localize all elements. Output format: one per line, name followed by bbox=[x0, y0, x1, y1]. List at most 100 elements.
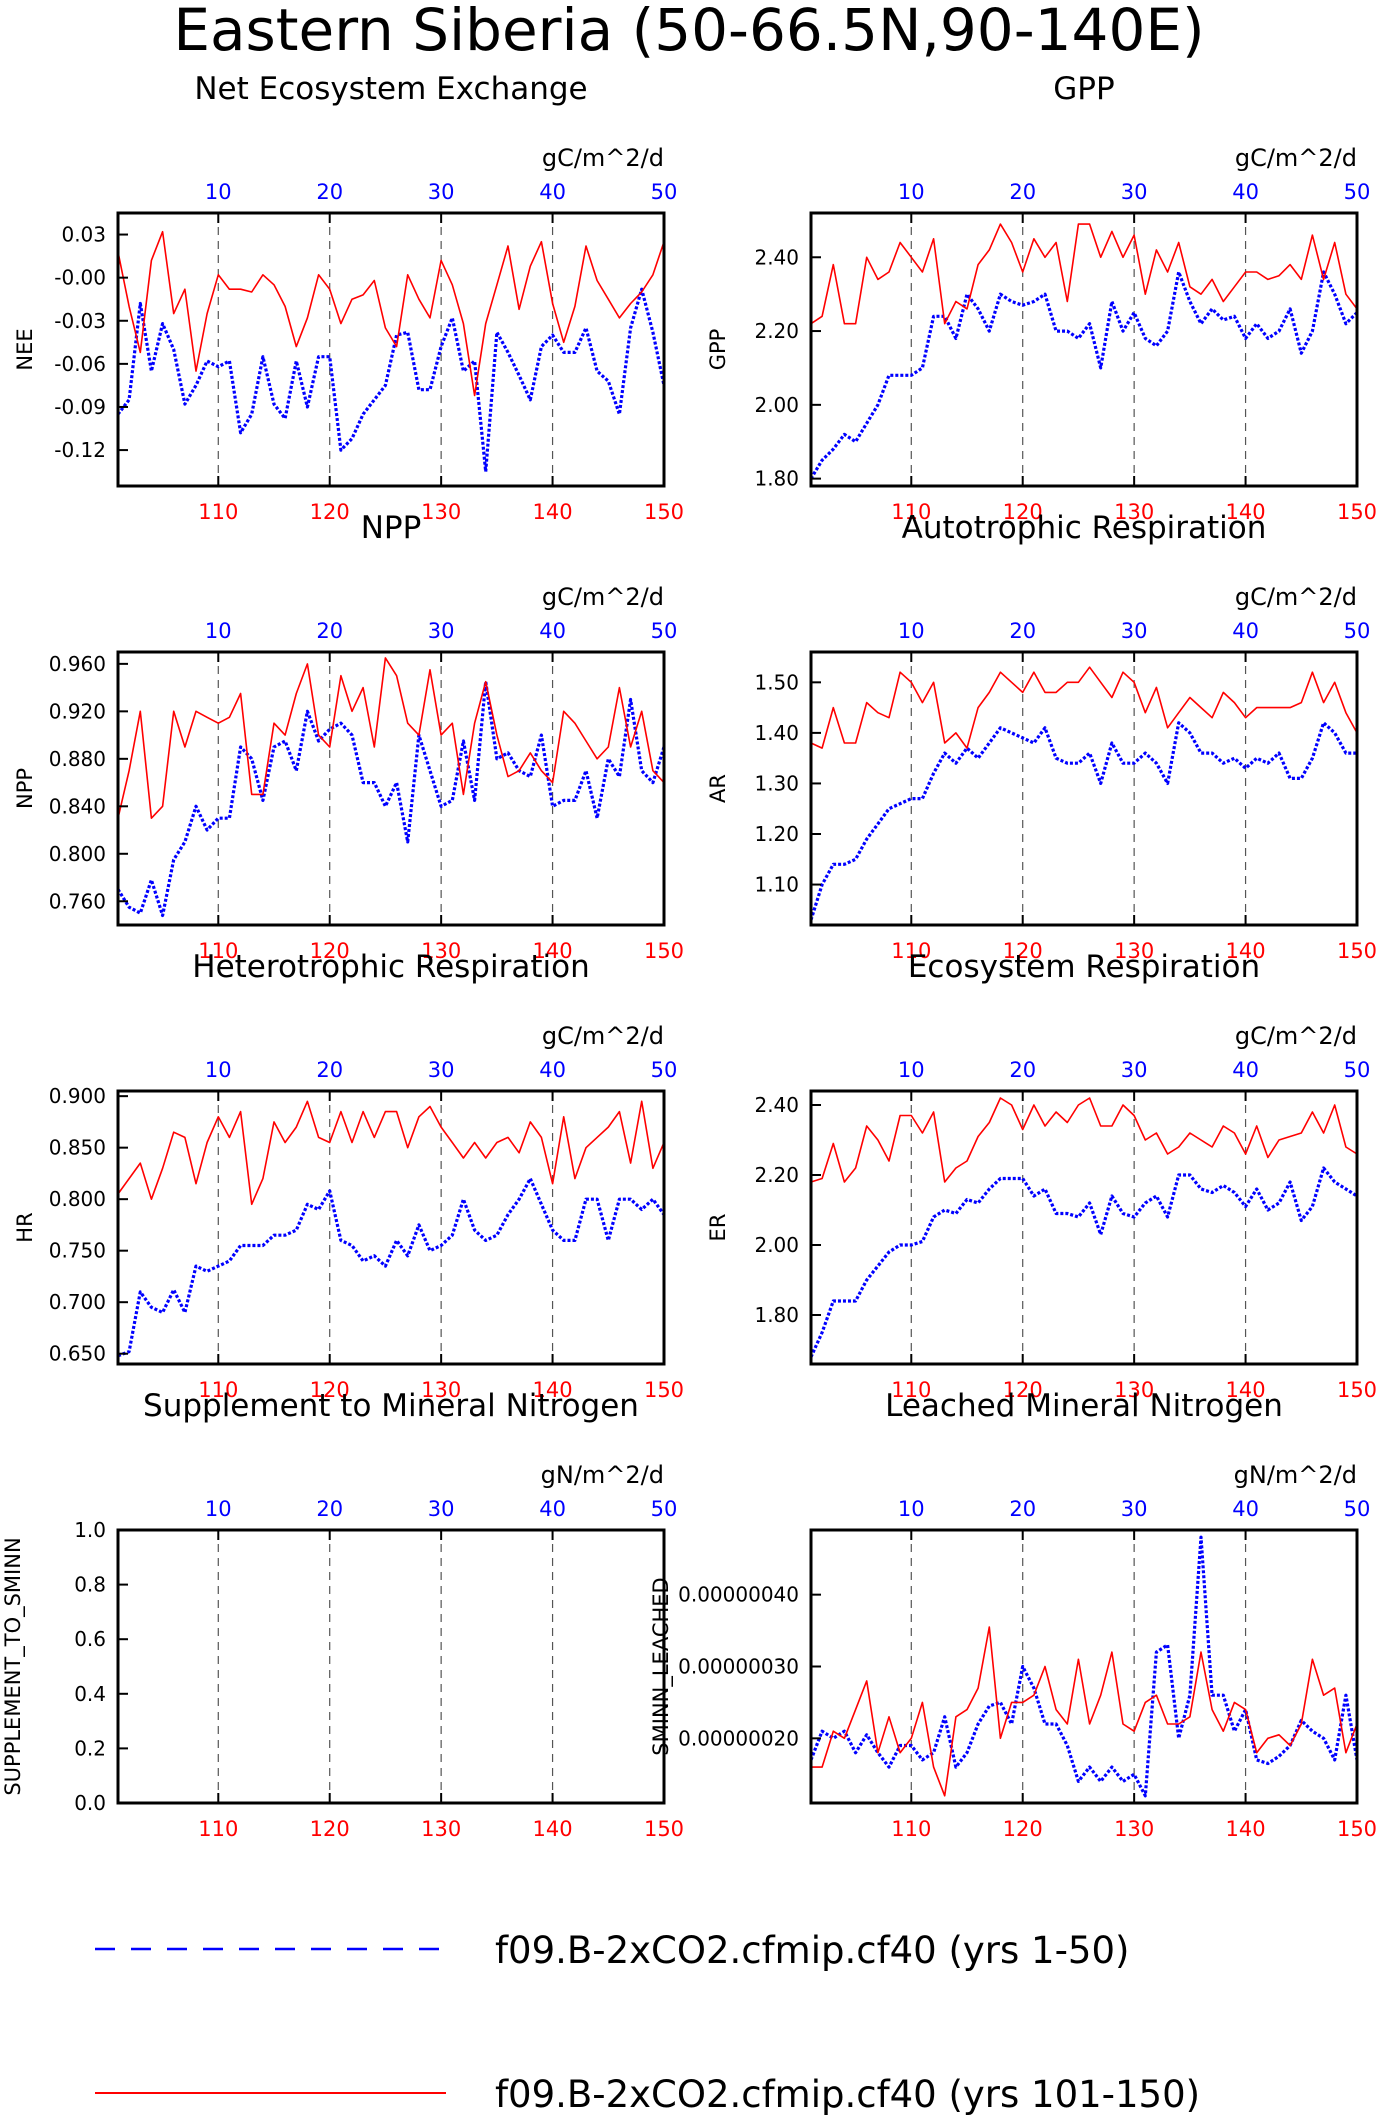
panel-title: GPP bbox=[1053, 71, 1114, 107]
series-line-yrs-1-50 bbox=[116, 680, 666, 918]
x-tick-label-top: 40 bbox=[539, 1497, 566, 1521]
x-tick-label-bottom: 110 bbox=[198, 1817, 238, 1841]
y-tick-label: 0.03 bbox=[61, 223, 106, 247]
y-tick-label: -0.09 bbox=[54, 395, 106, 419]
y-tick-label: 1.20 bbox=[754, 822, 799, 846]
x-tick-label-bottom: 110 bbox=[198, 1378, 238, 1402]
series-line-yrs-1-50 bbox=[117, 1176, 666, 1358]
x-tick-label-bottom: 140 bbox=[533, 939, 573, 963]
panel-gpp: GPP gC/m^2/d 110 10 120 20 130 30 140 40 150 50 2.40… bbox=[706, 71, 1377, 524]
y-axis-label: ER bbox=[706, 1214, 730, 1242]
panel-heterotrophic-respiration: Heterotrophic Respiration gC/m^2/d 110 10 12… bbox=[13, 949, 684, 1402]
x-tick-label-bottom: 130 bbox=[421, 939, 461, 963]
x-tick-label-top: 20 bbox=[1009, 619, 1036, 643]
x-tick-label-bottom: 110 bbox=[891, 939, 931, 963]
x-tick-label-top: 30 bbox=[428, 619, 455, 643]
x-tick-label-bottom: 150 bbox=[1337, 500, 1377, 524]
panel-title: Ecosystem Respiration bbox=[908, 949, 1260, 985]
series-line-yrs-101-150 bbox=[811, 1626, 1358, 1797]
x-tick-label-bottom: 140 bbox=[533, 500, 573, 524]
panel-net-ecosystem-exchange: Net Ecosystem Exchange gC/m^2/d 110 10 120 20… bbox=[13, 71, 684, 524]
x-tick-label-top: 40 bbox=[1232, 619, 1259, 643]
panel-supplement-to-mineral-nitrogen: Supplement to Mineral Nitrogen gN/m^2/d 11… bbox=[1, 1388, 684, 1841]
y-tick-label: -0.12 bbox=[54, 438, 106, 462]
x-tick-label-bottom: 150 bbox=[1337, 1817, 1377, 1841]
y-tick-label: 0.800 bbox=[49, 1187, 106, 1211]
y-tick-label: 0.700 bbox=[49, 1290, 106, 1314]
units-label: gC/m^2/d bbox=[542, 144, 664, 172]
x-tick-label-bottom: 110 bbox=[198, 500, 238, 524]
x-tick-label-bottom: 120 bbox=[310, 1378, 350, 1402]
x-tick-label-bottom: 120 bbox=[310, 939, 350, 963]
series-line-yrs-101-150 bbox=[117, 230, 665, 397]
y-tick-label: 1.10 bbox=[754, 873, 799, 897]
x-tick-label-top: 10 bbox=[898, 1497, 925, 1521]
x-tick-label-top: 20 bbox=[316, 1497, 343, 1521]
y-tick-label: 0.4 bbox=[74, 1682, 106, 1706]
series-line-yrs-1-50 bbox=[809, 1166, 1358, 1358]
legend-label-1: f09.B-2xCO2.cfmip.cf40 (yrs 101-150) bbox=[495, 2073, 1200, 2116]
panel-autotrophic-respiration: Autotrophic Respiration gC/m^2/d 110 10 120 2… bbox=[706, 510, 1377, 963]
x-tick-label-bottom: 130 bbox=[1114, 1378, 1154, 1402]
x-tick-label-bottom: 130 bbox=[421, 1378, 461, 1402]
x-tick-label-bottom: 150 bbox=[1337, 939, 1377, 963]
x-tick-label-top: 30 bbox=[1121, 1497, 1148, 1521]
y-axis-label: GPP bbox=[706, 329, 730, 371]
figure-title: Eastern Siberia (50-66.5N,90-140E) bbox=[173, 0, 1204, 64]
x-tick-label-top: 10 bbox=[205, 1497, 232, 1521]
plot-frame bbox=[116, 211, 666, 488]
y-tick-label: 0.650 bbox=[49, 1342, 106, 1366]
x-tick-label-top: 20 bbox=[316, 1058, 343, 1082]
x-tick-label-top: 30 bbox=[1121, 619, 1148, 643]
y-tick-label: 0.920 bbox=[49, 699, 106, 723]
x-tick-label-bottom: 110 bbox=[198, 939, 238, 963]
x-tick-label-top: 50 bbox=[651, 619, 678, 643]
x-tick-label-top: 10 bbox=[898, 619, 925, 643]
y-tick-label: 2.00 bbox=[754, 393, 799, 417]
x-tick-label-bottom: 150 bbox=[644, 1378, 684, 1402]
y-tick-label: 2.40 bbox=[754, 1093, 799, 1117]
y-axis-label: NEE bbox=[13, 328, 37, 370]
series-line-yrs-1-50 bbox=[809, 721, 1357, 921]
y-tick-label: 0.850 bbox=[49, 1136, 106, 1160]
x-tick-label-bottom: 140 bbox=[1226, 1817, 1266, 1841]
y-tick-label: 2.40 bbox=[754, 245, 799, 269]
panel-title: Net Ecosystem Exchange bbox=[194, 71, 587, 107]
x-tick-label-top: 40 bbox=[1232, 180, 1259, 204]
x-tick-label-bottom: 150 bbox=[644, 1817, 684, 1841]
y-tick-label: 1.80 bbox=[754, 1303, 799, 1327]
x-tick-label-top: 40 bbox=[539, 619, 566, 643]
x-tick-label-top: 40 bbox=[1232, 1497, 1259, 1521]
units-label: gC/m^2/d bbox=[1235, 144, 1357, 172]
plot-frame bbox=[809, 211, 1359, 488]
panel-title: Supplement to Mineral Nitrogen bbox=[143, 1388, 639, 1424]
y-axis-label: HR bbox=[13, 1212, 37, 1242]
plot-frame bbox=[809, 650, 1359, 927]
x-tick-label-top: 10 bbox=[898, 180, 925, 204]
y-tick-label: 0.00000020 bbox=[678, 1726, 799, 1750]
x-tick-label-top: 20 bbox=[316, 180, 343, 204]
plot-frame bbox=[809, 1089, 1359, 1366]
units-label: gC/m^2/d bbox=[1235, 1022, 1357, 1050]
x-tick-label-top: 40 bbox=[539, 180, 566, 204]
y-tick-label: -0.03 bbox=[54, 309, 106, 333]
series-line-yrs-101-150 bbox=[810, 223, 1358, 325]
x-tick-label-bottom: 140 bbox=[533, 1817, 573, 1841]
x-tick-label-bottom: 120 bbox=[1003, 500, 1043, 524]
series-line-yrs-1-50 bbox=[809, 270, 1359, 480]
x-tick-label-bottom: 130 bbox=[421, 500, 461, 524]
y-tick-label: 0.900 bbox=[49, 1084, 106, 1108]
units-label: gC/m^2/d bbox=[542, 1022, 664, 1050]
x-tick-label-bottom: 120 bbox=[1003, 1378, 1043, 1402]
x-tick-label-bottom: 120 bbox=[1003, 939, 1043, 963]
x-tick-label-bottom: 140 bbox=[1226, 500, 1266, 524]
x-tick-label-top: 40 bbox=[539, 1058, 566, 1082]
units-label: gN/m^2/d bbox=[1234, 1461, 1357, 1489]
y-tick-label: -0.06 bbox=[54, 352, 106, 376]
y-tick-label: -0.00 bbox=[54, 266, 106, 290]
series-line-yrs-1-50 bbox=[116, 287, 666, 474]
x-tick-label-top: 30 bbox=[428, 1497, 455, 1521]
y-axis-label: AR bbox=[706, 774, 730, 803]
x-tick-label-top: 10 bbox=[898, 1058, 925, 1082]
x-tick-label-top: 50 bbox=[1344, 1058, 1371, 1082]
